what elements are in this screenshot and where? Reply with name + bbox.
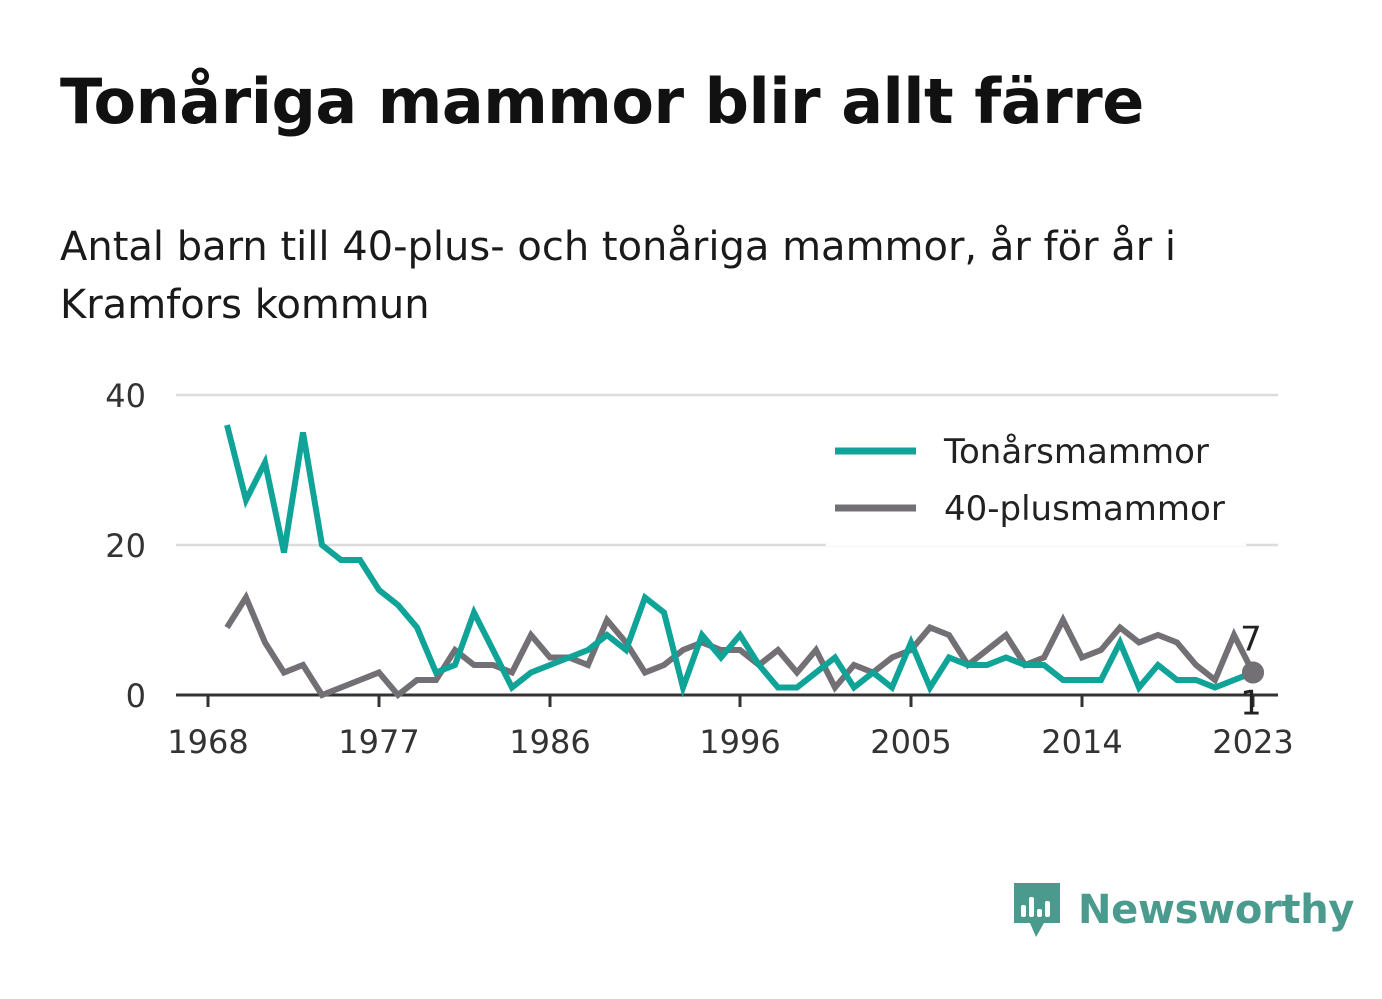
legend-label: 40-plusmammor — [944, 489, 1225, 529]
series-line-tonarsmammor — [224, 424, 1255, 698]
x-tick-label: 2005 — [870, 723, 951, 761]
x-tick-label: 1968 — [167, 723, 248, 761]
legend-label: Tonårsmammor — [943, 432, 1209, 472]
x-tick-label: 2023 — [1212, 723, 1293, 761]
x-tick-label: 1986 — [509, 723, 590, 761]
end-value-label: 1 — [1240, 684, 1262, 724]
newsworthy-logo-icon — [1014, 883, 1060, 937]
series-line-40-plusmammor — [224, 591, 1256, 700]
y-tick-label: 20 — [105, 527, 146, 565]
y-tick-label: 40 — [105, 377, 146, 415]
y-tick-label: 0 — [126, 677, 146, 715]
x-tick-label: 1996 — [699, 723, 780, 761]
end-value-label: 7 — [1240, 620, 1262, 660]
newsworthy-brand: Newsworthy — [1010, 878, 1355, 942]
brand-name: Newsworthy — [1078, 887, 1355, 933]
chart-subtitle: Antal barn till 40-plus- och tonåriga ma… — [60, 224, 1177, 328]
x-tick-label: 2014 — [1041, 723, 1122, 761]
legend-background — [826, 422, 1246, 546]
chart-title: Tonåriga mammor blir allt färre — [60, 65, 1144, 138]
x-tick-label: 1977 — [338, 723, 419, 761]
end-point-marker — [1242, 661, 1264, 684]
